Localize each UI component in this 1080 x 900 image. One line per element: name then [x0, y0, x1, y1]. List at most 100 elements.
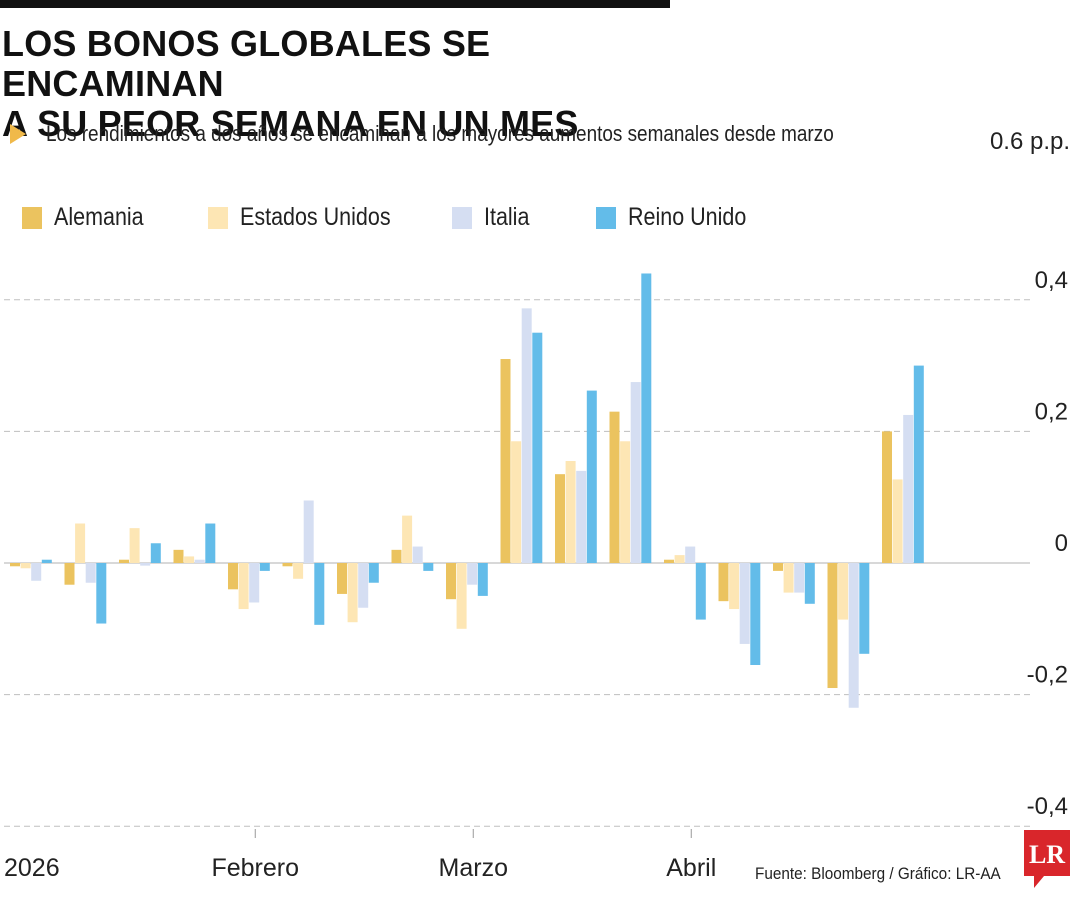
bar-alemania: [882, 431, 892, 563]
logo-text: LR: [1029, 840, 1065, 869]
bar-estados-unidos: [347, 563, 358, 623]
bar-reino-unido: [150, 543, 161, 563]
bar-estados-unidos: [238, 563, 249, 610]
bar-alemania: [282, 563, 293, 567]
bar-estados-unidos: [456, 563, 467, 629]
bar-italia: [412, 546, 423, 563]
bar-reino-unido: [750, 563, 761, 665]
y-tick-label: 0: [1055, 530, 1068, 557]
bar-reino-unido: [913, 365, 924, 563]
top-rule: [0, 0, 670, 8]
bar-alemania: [500, 359, 511, 563]
bar-reino-unido: [859, 563, 870, 654]
bar-alemania: [337, 563, 347, 594]
bar-italia: [194, 559, 205, 563]
legend-label: Italia: [484, 203, 530, 231]
bar-reino-unido: [205, 523, 216, 563]
bar-reino-unido: [532, 332, 543, 563]
x-tick-label: 2026: [4, 854, 60, 882]
lr-logo-icon: LR: [1024, 830, 1070, 888]
bar-italia: [685, 546, 696, 563]
bar-estados-unidos: [729, 563, 740, 610]
legend-swatch: [208, 206, 228, 229]
legend-item: Reino Unido: [596, 203, 766, 232]
bar-estados-unidos: [565, 461, 576, 563]
bar-alemania: [119, 559, 129, 563]
bar-alemania: [391, 549, 402, 563]
bar-alemania: [664, 559, 674, 563]
bar-reino-unido: [641, 273, 652, 563]
legend-item: Alemania: [22, 203, 158, 232]
legend-label: Estados Unidos: [240, 203, 391, 231]
bar-reino-unido: [804, 563, 815, 604]
bar-estados-unidos: [838, 563, 849, 620]
legend-item: Estados Unidos: [208, 203, 415, 232]
chart-title: LOS BONOS GLOBALES SE ENCAMINAN A SU PEO…: [2, 24, 692, 144]
bar-alemania: [446, 563, 456, 600]
bar-italia: [576, 470, 587, 563]
bar-alemania: [609, 411, 620, 563]
bar-estados-unidos: [184, 556, 195, 563]
bar-reino-unido: [695, 563, 706, 620]
y-tick-label: -0,2: [1027, 662, 1068, 689]
bar-alemania: [555, 474, 565, 563]
legend-label: Alemania: [54, 203, 144, 231]
bar-reino-unido: [423, 563, 434, 571]
bar-alemania: [10, 563, 20, 567]
bar-alemania: [228, 563, 238, 590]
y-tick-label: 0,2: [1035, 398, 1068, 425]
x-tick-label: Febrero: [211, 854, 299, 882]
bar-alemania: [64, 563, 75, 585]
x-tick-label: Marzo: [439, 854, 508, 882]
bar-italia: [739, 563, 750, 644]
bar-italia: [521, 308, 532, 563]
bar-italia: [794, 563, 805, 593]
y-tick-label: 0,4: [1035, 267, 1068, 294]
y-tick-label: -0,4: [1027, 793, 1068, 820]
bar-reino-unido: [96, 563, 107, 624]
bar-estados-unidos: [783, 563, 794, 593]
y-axis-unit-label: 0.6 p.p.: [989, 128, 1070, 155]
chart-title-line-1: LOS BONOS GLOBALES SE ENCAMINAN: [2, 23, 491, 104]
bar-estados-unidos: [511, 441, 522, 563]
triangle-bullet-icon: [10, 124, 26, 144]
legend-swatch: [452, 206, 472, 229]
bar-estados-unidos: [674, 555, 685, 563]
bar-italia: [358, 563, 369, 608]
bar-italia: [630, 382, 641, 563]
bar-italia: [249, 563, 260, 603]
bar-reino-unido: [586, 390, 597, 563]
bar-estados-unidos: [75, 523, 86, 563]
bar-italia: [848, 563, 859, 708]
bar-alemania: [827, 563, 838, 689]
bar-italia: [903, 414, 914, 563]
bar-reino-unido: [368, 563, 379, 583]
bar-italia: [467, 563, 478, 585]
chart-title-line-2: A SU PEOR SEMANA EN UN MES: [2, 103, 579, 144]
bar-reino-unido: [259, 563, 270, 571]
legend-item: Italia: [452, 203, 537, 232]
chart-subtitle: Los rendimientos a dos años se encaminan…: [46, 121, 834, 146]
bar-alemania: [173, 549, 184, 563]
bar-reino-unido: [41, 559, 52, 563]
bar-alemania: [718, 563, 729, 602]
bar-alemania: [773, 563, 783, 571]
bar-italia: [31, 563, 42, 581]
legend-swatch: [22, 206, 42, 229]
bar-estados-unidos: [20, 563, 31, 569]
bar-estados-unidos: [293, 563, 304, 579]
bar-estados-unidos: [129, 528, 140, 563]
bar-reino-unido: [314, 563, 325, 625]
bar-italia: [303, 500, 314, 563]
x-tick-label: Abril: [666, 854, 716, 882]
source-credit: Fuente: Bloomberg / Gráfico: LR-AA: [755, 864, 1001, 883]
legend-label: Reino Unido: [628, 203, 747, 231]
bar-italia: [85, 563, 96, 583]
legend-swatch: [596, 206, 616, 229]
bar-estados-unidos: [402, 515, 413, 563]
subtitle-row: Los rendimientos a dos años se encaminan…: [10, 119, 962, 149]
bar-estados-unidos: [620, 441, 631, 563]
bar-estados-unidos: [892, 479, 903, 563]
bar-italia: [140, 563, 151, 566]
